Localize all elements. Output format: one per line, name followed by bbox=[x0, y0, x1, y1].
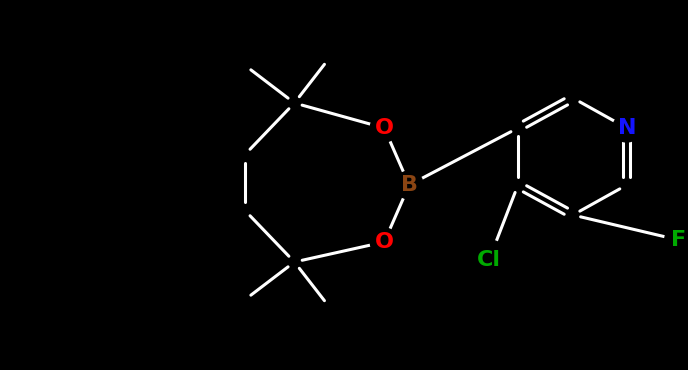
Circle shape bbox=[613, 114, 641, 142]
Text: O: O bbox=[375, 232, 394, 252]
Circle shape bbox=[665, 226, 688, 254]
Circle shape bbox=[469, 240, 509, 280]
Text: N: N bbox=[618, 118, 636, 138]
Text: Cl: Cl bbox=[477, 250, 501, 270]
Text: B: B bbox=[400, 175, 418, 195]
Text: F: F bbox=[671, 230, 686, 250]
Text: O: O bbox=[375, 118, 394, 138]
Circle shape bbox=[395, 171, 423, 199]
Circle shape bbox=[370, 228, 398, 256]
Circle shape bbox=[370, 114, 398, 142]
